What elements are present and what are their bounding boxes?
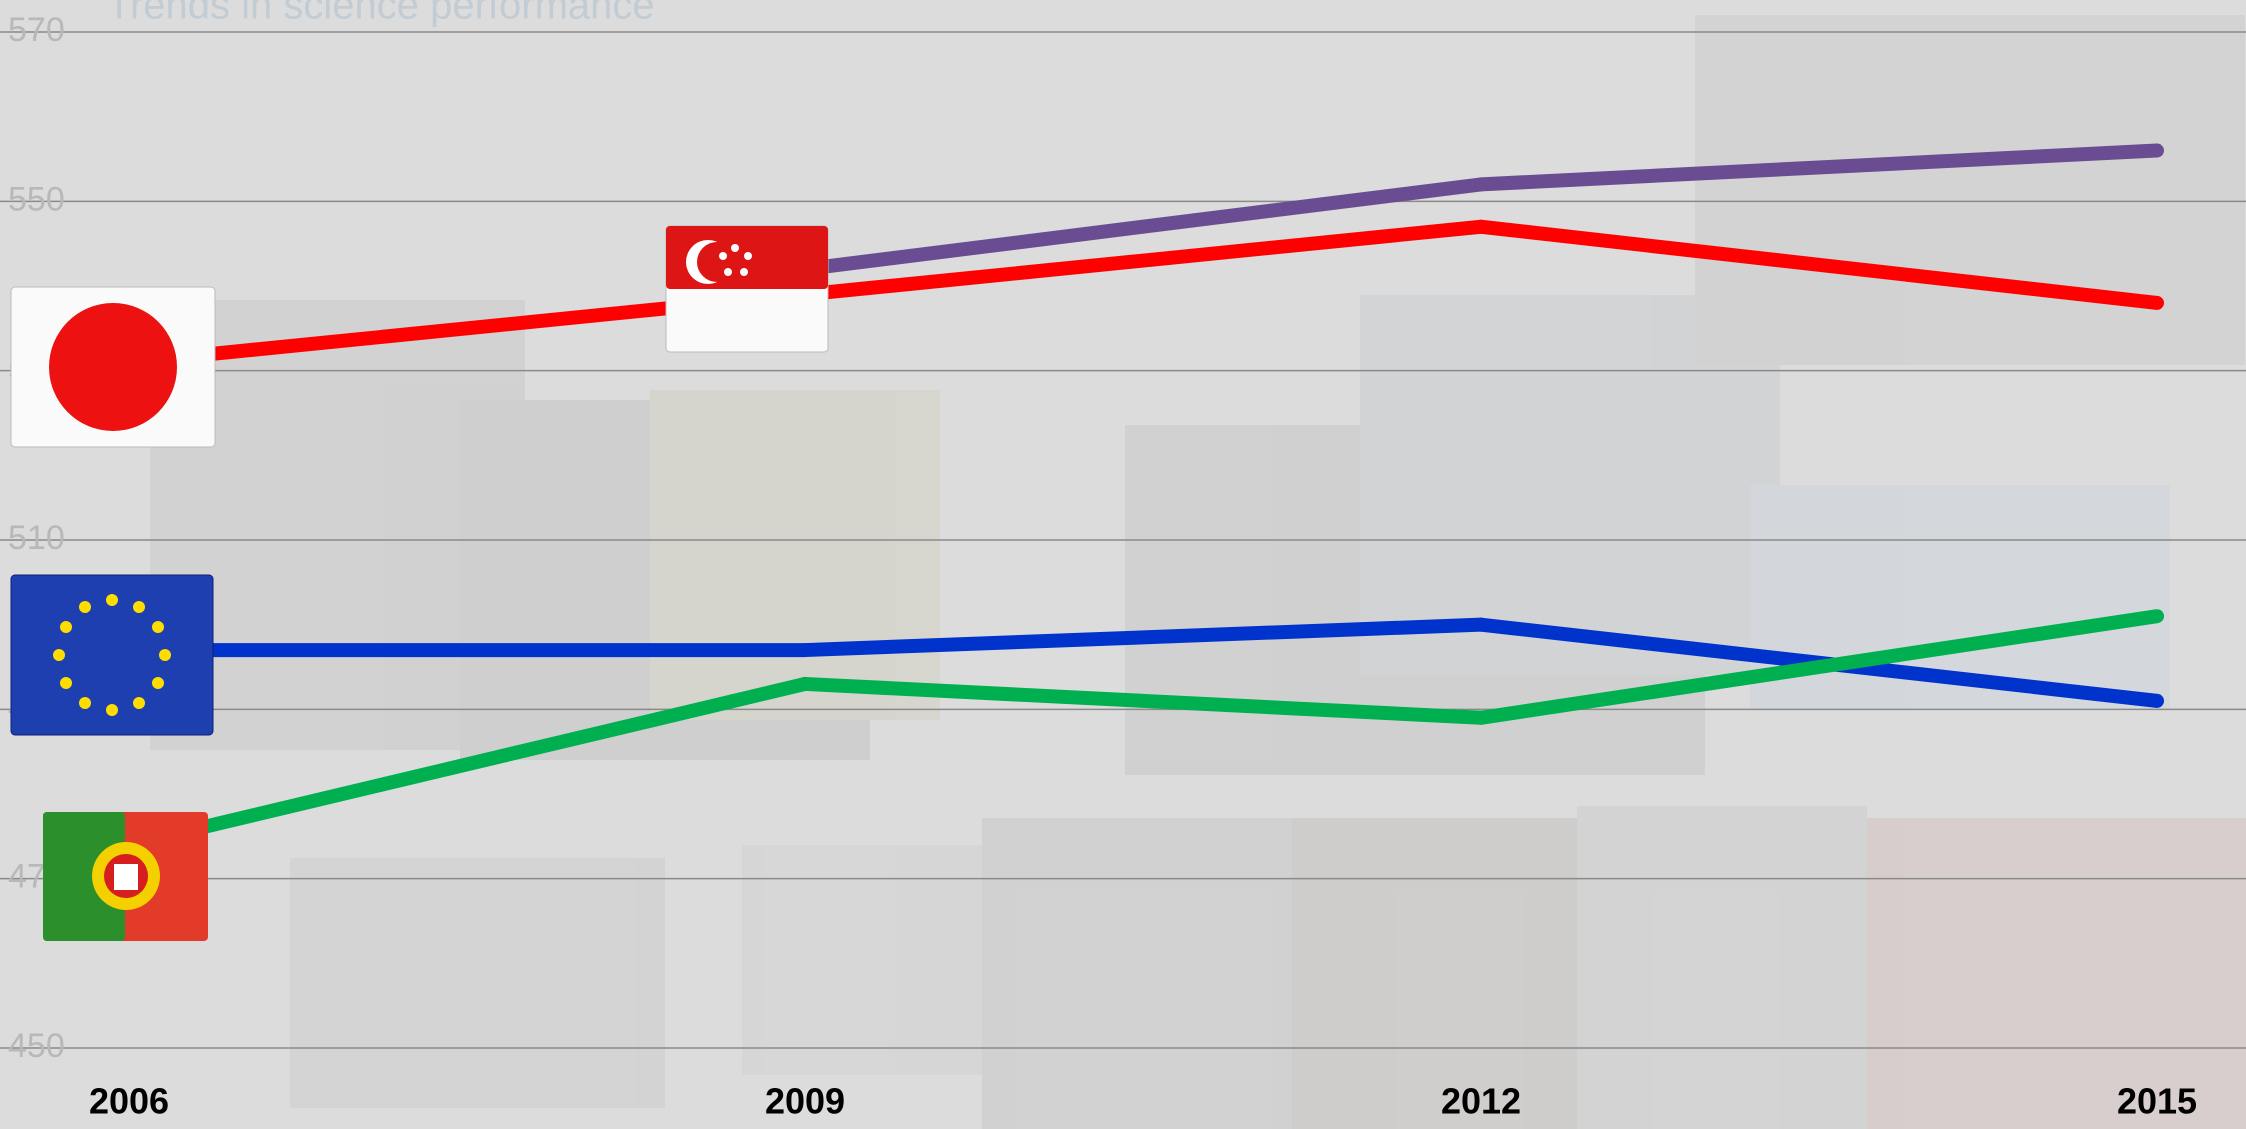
flag-japan	[11, 287, 215, 447]
x-tick-label: 2012	[1441, 1081, 1521, 1122]
point	[1474, 220, 1488, 234]
point	[1474, 177, 1488, 191]
y-tick-label: 450	[8, 1027, 65, 1065]
flag-portugal	[43, 812, 208, 941]
x-tick-label: 2006	[89, 1081, 169, 1122]
point	[798, 643, 812, 657]
page: Trends in science performance 4504704905…	[0, 0, 2246, 1129]
point	[1474, 711, 1488, 725]
y-tick-label: 570	[8, 11, 65, 49]
chart: Trends in science performance 4504704905…	[0, 0, 2246, 1129]
point	[2150, 694, 2164, 708]
point	[1474, 618, 1488, 632]
flag-eu	[11, 575, 213, 735]
point	[798, 677, 812, 691]
flag-singapore	[666, 226, 828, 352]
background-photos	[150, 15, 2246, 1129]
x-tick-label: 2015	[2117, 1081, 2197, 1122]
point	[2150, 296, 2164, 310]
point	[2150, 609, 2164, 623]
point	[2150, 144, 2164, 158]
y-tick-label: 510	[8, 519, 65, 557]
chart-title: Trends in science performance	[107, 0, 655, 28]
y-tick-label: 550	[8, 180, 65, 218]
x-tick-label: 2009	[765, 1081, 845, 1122]
